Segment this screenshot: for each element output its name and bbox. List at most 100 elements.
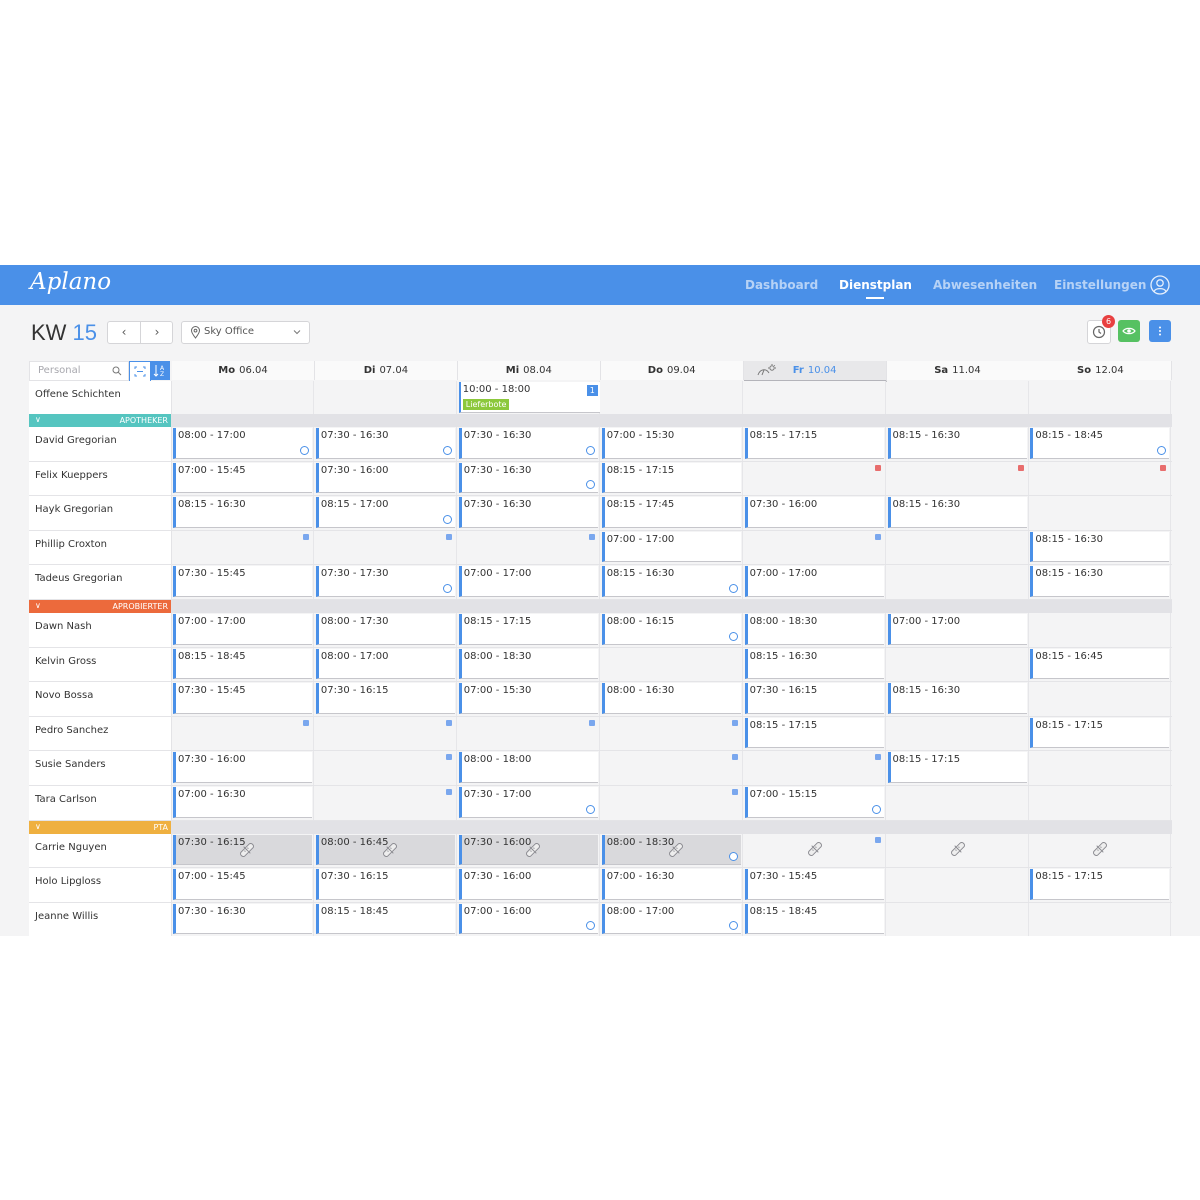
preview-button[interactable] xyxy=(1118,320,1140,342)
comment-icon[interactable] xyxy=(1157,445,1167,455)
day-header-di[interactable]: Di 07.04 xyxy=(314,361,458,380)
shift-card[interactable]: 07:00 - 17:00 xyxy=(601,531,741,563)
shift-cell[interactable] xyxy=(600,647,743,682)
shift-cell[interactable]: 07:30 - 17:00 xyxy=(457,785,600,820)
shift-card[interactable]: 07:00 - 17:00 xyxy=(458,566,598,597)
shift-cell[interactable]: 07:30 - 16:15 xyxy=(314,868,457,902)
open-shift-cell[interactable] xyxy=(1029,381,1172,414)
nav-dienstplan[interactable]: Dienstplan xyxy=(839,278,912,299)
shift-cell[interactable]: 07:00 - 17:00 xyxy=(457,565,600,599)
shift-cell[interactable]: 07:30 - 17:30 xyxy=(314,565,457,599)
open-shift-cell[interactable] xyxy=(886,381,1029,414)
shift-cell[interactable] xyxy=(886,716,1029,751)
employee-name-cell[interactable]: Dawn Nash xyxy=(29,612,172,647)
comment-icon[interactable] xyxy=(442,514,452,524)
user-account-icon[interactable] xyxy=(1150,275,1170,295)
shift-cell[interactable]: 08:15 - 17:15 xyxy=(886,751,1029,785)
shift-cell[interactable]: 07:30 - 16:00 xyxy=(743,496,886,530)
shift-cell[interactable]: 07:00 - 15:45 xyxy=(172,868,314,902)
shift-cell[interactable]: 08:15 - 16:30 xyxy=(743,647,886,682)
shift-cell[interactable]: 07:00 - 17:00 xyxy=(886,612,1029,647)
shift-card[interactable]: 07:30 - 16:30 xyxy=(458,428,598,459)
shift-cell[interactable]: 08:15 - 17:15 xyxy=(1029,868,1172,902)
comment-icon[interactable] xyxy=(871,804,881,814)
shift-card[interactable]: 08:15 - 18:45 xyxy=(173,648,312,680)
shift-card[interactable]: 08:15 - 17:15 xyxy=(458,613,598,645)
shift-cell[interactable]: 07:30 - 15:45 xyxy=(172,682,314,716)
open-shift-cell[interactable] xyxy=(743,381,886,414)
shift-cell[interactable]: 07:00 - 16:00 xyxy=(457,902,600,936)
shift-card[interactable]: 07:30 - 16:00 xyxy=(173,752,312,783)
shift-cell[interactable]: 08:00 - 18:30 xyxy=(457,647,600,682)
shift-cell[interactable] xyxy=(457,716,600,751)
search-input[interactable]: Personal xyxy=(38,365,81,376)
open-shift-cell[interactable] xyxy=(172,381,314,414)
shift-cell[interactable]: 08:15 - 16:30 xyxy=(172,496,314,530)
shift-card[interactable]: 07:30 - 17:00 xyxy=(458,786,598,818)
employee-name-cell[interactable]: Hayk Gregorian xyxy=(29,496,172,530)
shift-cell[interactable]: 08:15 - 16:45 xyxy=(1029,647,1172,682)
shift-cell[interactable]: 08:15 - 17:15 xyxy=(743,427,886,461)
shift-cell[interactable]: 07:30 - 16:15 xyxy=(743,682,886,716)
nav-abwesenheiten[interactable]: Abwesenheiten xyxy=(933,278,1038,292)
shift-card[interactable]: 08:15 - 17:15 xyxy=(1030,717,1170,749)
shift-card[interactable]: 07:30 - 16:15 xyxy=(744,683,884,714)
employee-name-cell[interactable]: Tadeus Gregorian xyxy=(29,565,172,599)
shift-cell[interactable]: 08:15 - 17:15 xyxy=(457,612,600,647)
more-options-button[interactable] xyxy=(1149,320,1171,342)
shift-cell[interactable] xyxy=(600,751,743,785)
shift-cell[interactable]: 07:00 - 15:30 xyxy=(600,427,743,461)
previous-week-button[interactable]: ‹ xyxy=(108,322,140,343)
shift-cell[interactable]: 07:30 - 15:45 xyxy=(743,868,886,902)
shift-card[interactable]: 07:30 - 16:15 xyxy=(173,834,312,866)
shift-cell[interactable]: 08:00 - 16:45 xyxy=(314,833,457,868)
employee-name-cell[interactable]: Felix Kueppers xyxy=(29,461,172,496)
shift-cell[interactable] xyxy=(600,785,743,820)
shift-cell[interactable]: 08:15 - 17:15 xyxy=(600,461,743,496)
employee-name-cell[interactable]: Phillip Croxton xyxy=(29,530,172,565)
comment-icon[interactable] xyxy=(300,445,309,455)
open-shift-cell[interactable] xyxy=(600,381,743,414)
shift-cell[interactable]: 08:15 - 18:45 xyxy=(743,902,886,936)
shift-cell[interactable]: 08:15 - 18:45 xyxy=(314,902,457,936)
next-week-button[interactable]: › xyxy=(141,322,173,343)
shift-card[interactable]: 08:15 - 17:45 xyxy=(601,497,741,528)
shift-cell[interactable]: 08:15 - 18:45 xyxy=(172,647,314,682)
shift-cell[interactable]: 08:00 - 18:00 xyxy=(457,751,600,785)
shift-cell[interactable]: 07:30 - 16:00 xyxy=(457,868,600,902)
shift-card[interactable]: 08:00 - 17:00 xyxy=(601,903,741,935)
shift-cell[interactable]: 08:15 - 18:45 xyxy=(1029,427,1172,461)
shift-cell[interactable] xyxy=(743,530,886,565)
shift-cell[interactable]: 08:00 - 17:30 xyxy=(314,612,457,647)
shift-card[interactable]: 08:00 - 18:00 xyxy=(458,752,598,783)
employee-name-cell[interactable]: David Gregorian xyxy=(29,427,172,461)
shift-card[interactable]: 07:30 - 16:30 xyxy=(458,462,598,494)
shift-cell[interactable] xyxy=(1029,751,1172,785)
shift-card[interactable]: 07:30 - 16:30 xyxy=(173,903,312,935)
shift-cell[interactable] xyxy=(1029,833,1172,868)
group-label[interactable]: ∨ APROBIERTER xyxy=(29,599,171,613)
shift-card[interactable]: 07:30 - 16:15 xyxy=(315,869,455,900)
shift-cell[interactable] xyxy=(743,461,886,496)
shift-cell[interactable] xyxy=(886,902,1029,936)
shift-card[interactable]: 08:15 - 18:45 xyxy=(744,903,884,935)
chevron-down-icon[interactable]: ∨ xyxy=(35,415,41,424)
day-header-mo[interactable]: Mo 06.04 xyxy=(172,361,315,380)
shift-card[interactable]: 07:00 - 15:45 xyxy=(173,462,312,494)
shift-cell[interactable]: 08:00 - 17:00 xyxy=(172,427,314,461)
shift-cell[interactable]: 08:15 - 17:15 xyxy=(743,716,886,751)
shift-cell[interactable]: 08:15 - 17:15 xyxy=(1029,716,1172,751)
open-shift-card[interactable]: 10:00 - 18:00 Lieferbote 1 xyxy=(458,382,600,413)
shift-card[interactable]: 08:15 - 16:30 xyxy=(887,497,1027,528)
shift-cell[interactable]: 08:00 - 16:30 xyxy=(600,682,743,716)
shift-card[interactable]: 08:15 - 16:45 xyxy=(1030,648,1170,680)
shift-card[interactable]: 07:30 - 16:00 xyxy=(744,497,884,528)
open-shift-cell[interactable] xyxy=(314,381,457,414)
shift-cell[interactable]: 07:00 - 17:00 xyxy=(600,530,743,565)
shift-card[interactable]: 08:15 - 18:45 xyxy=(315,903,455,935)
comment-icon[interactable] xyxy=(728,631,738,641)
shift-cell[interactable] xyxy=(1029,461,1172,496)
shift-cell[interactable] xyxy=(886,461,1029,496)
employee-name-cell[interactable]: Susie Sanders xyxy=(29,751,172,785)
shift-card[interactable]: 07:30 - 15:45 xyxy=(744,869,884,900)
